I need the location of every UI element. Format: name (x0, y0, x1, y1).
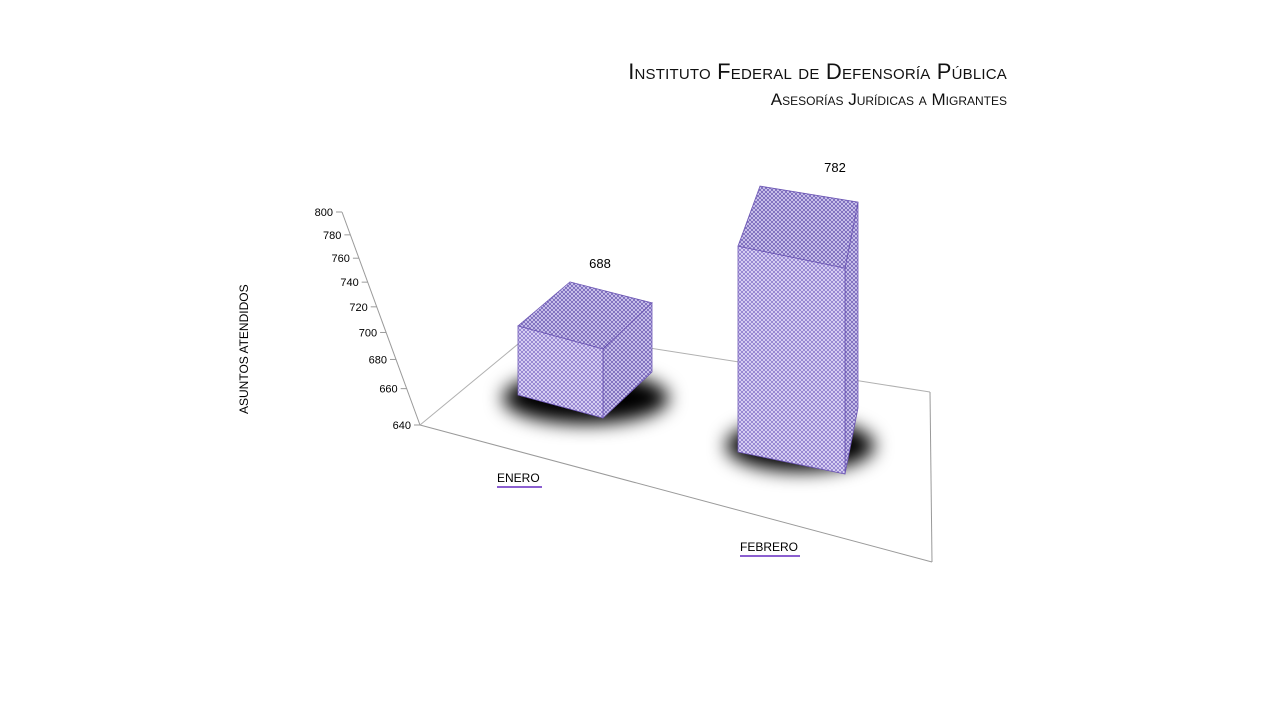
y-tick-label: 700 (359, 327, 377, 339)
y-tick-label: 640 (393, 420, 411, 432)
y-tick-label: 740 (340, 277, 358, 289)
data-label-enero: 688 (589, 256, 611, 271)
y-tick-label: 760 (332, 253, 350, 265)
chart-subtitle: Asesorías Jurídicas a Migrantes (770, 90, 1007, 109)
chart-title-block: Instituto Federal de Defensoría Pública … (628, 58, 1007, 112)
bar-front-face (737, 245, 846, 475)
chart-title: Instituto Federal de Defensoría Pública (628, 59, 1007, 84)
y-tick-label: 680 (369, 354, 387, 366)
bar-top-face (737, 185, 859, 269)
y-tick-label: 660 (379, 384, 397, 396)
floor-back-edge (419, 329, 536, 426)
category-label-enero: ENERO (497, 471, 540, 485)
y-axis-ticks: 640 660 680 700 720 740 760 780 800 (315, 207, 420, 432)
data-label-febrero: 782 (824, 160, 846, 175)
y-tick-label: 720 (349, 302, 367, 314)
category-labels: ENERO FEBRERO (497, 471, 800, 557)
floor-front-edge (419, 424, 933, 563)
y-axis-title: ASUNTOS ATENDIDOS (237, 284, 251, 414)
y-tick-label: 780 (323, 230, 341, 242)
floor-right-edge (929, 391, 933, 563)
bar-top-face (517, 281, 653, 350)
bar-enero: 688 (502, 256, 669, 424)
bars-group: 688 782 (502, 160, 875, 475)
vertical-axis-line (341, 211, 421, 426)
bar-febrero: 782 (725, 160, 875, 475)
category-label-febrero: FEBRERO (740, 540, 798, 554)
y-tick-label: 800 (315, 207, 333, 219)
